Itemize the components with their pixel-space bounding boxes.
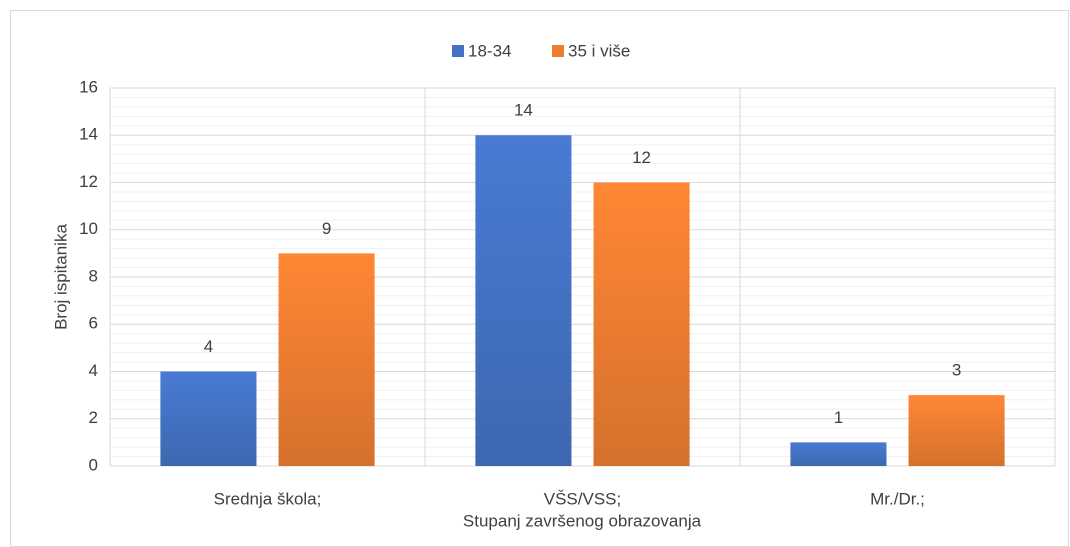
bar bbox=[278, 253, 375, 466]
x-axis-title: Stupanj završenog obrazovanja bbox=[463, 511, 702, 530]
y-tick-label: 6 bbox=[89, 314, 98, 333]
bar bbox=[790, 442, 887, 466]
data-label: 12 bbox=[632, 148, 651, 167]
bar bbox=[160, 371, 257, 466]
y-tick-label: 12 bbox=[79, 172, 98, 191]
legend-label: 18-34 bbox=[468, 41, 511, 60]
y-tick-label: 10 bbox=[79, 219, 98, 238]
x-tick-label: Srednja škola; bbox=[214, 489, 322, 508]
y-tick-label: 8 bbox=[89, 266, 98, 285]
y-axis-title: Broj ispitanika bbox=[51, 224, 70, 330]
bar bbox=[475, 135, 572, 466]
y-tick-label: 2 bbox=[89, 408, 98, 427]
data-label: 3 bbox=[952, 361, 961, 380]
legend-swatch bbox=[452, 45, 464, 57]
bar bbox=[908, 395, 1005, 466]
legend-label: 35 i više bbox=[568, 41, 630, 60]
bar bbox=[593, 182, 690, 466]
x-tick-label: Mr./Dr.; bbox=[870, 489, 925, 508]
data-label: 1 bbox=[834, 408, 843, 427]
y-tick-label: 4 bbox=[89, 361, 98, 380]
data-label: 14 bbox=[514, 101, 533, 120]
data-label: 9 bbox=[322, 219, 331, 238]
legend-swatch bbox=[552, 45, 564, 57]
y-tick-label: 0 bbox=[89, 455, 98, 474]
y-tick-label: 14 bbox=[79, 125, 98, 144]
x-tick-label: VŠS/VSS; bbox=[544, 489, 621, 508]
data-label: 4 bbox=[204, 337, 213, 356]
y-tick-label: 16 bbox=[79, 77, 98, 96]
